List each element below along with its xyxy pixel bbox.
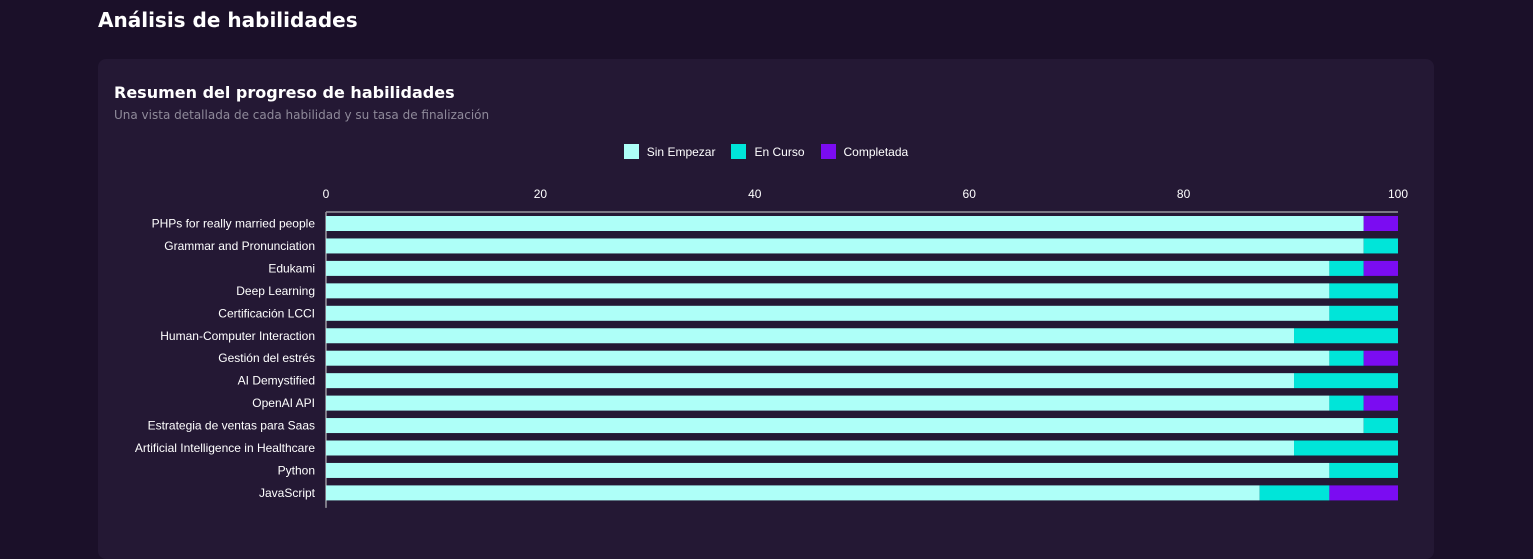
bar-segment-in-progress	[1294, 328, 1398, 344]
bar-segment-in-progress	[1329, 462, 1398, 478]
legend-item-in-progress[interactable]: En Curso	[731, 144, 805, 159]
bar-segment-completed	[1329, 485, 1398, 501]
bar-segment-in-progress	[1329, 350, 1364, 366]
legend-label-not-started: Sin Empezar	[646, 144, 716, 159]
y-category-label: JavaScript	[259, 486, 316, 500]
bar-segment-not-started	[326, 350, 1330, 366]
y-category-label: Artificial Intelligence in Healthcare	[135, 441, 315, 455]
y-category-label: Deep Learning	[236, 284, 315, 298]
x-tick-label: 0	[323, 187, 330, 201]
stacked-bar-chart: 0 20 40 60 80 100 PHPs for really married peop…	[135, 187, 1408, 508]
bar-segment-not-started	[326, 260, 1330, 276]
bar-segment-in-progress	[1363, 418, 1398, 434]
card-subtitle: Una vista detallada de cada habilidad y …	[114, 108, 490, 122]
legend-swatch-in-progress	[731, 144, 747, 159]
legend-label-in-progress: En Curso	[754, 144, 805, 159]
bar-segment-not-started	[326, 305, 1330, 321]
legend-swatch-completed	[820, 144, 836, 159]
bar-segment-in-progress	[1329, 395, 1364, 411]
bar-segment-completed	[1363, 350, 1398, 366]
bar-segment-in-progress	[1329, 260, 1364, 276]
skills-progress-card: Resumen del progreso de habilidades Una …	[98, 59, 1434, 559]
legend-item-completed[interactable]: Completada	[820, 144, 909, 159]
bar-segment-not-started	[326, 440, 1295, 456]
bar-segment-in-progress	[1259, 485, 1330, 501]
page-title: Análisis de habilidades	[98, 8, 358, 32]
x-tick-label: 60	[963, 187, 977, 201]
bar-segment-not-started	[326, 395, 1330, 411]
bar-segment-completed	[1363, 395, 1398, 411]
bar-segment-not-started	[326, 462, 1330, 478]
bar-segment-in-progress	[1363, 238, 1398, 254]
x-tick-label: 20	[534, 187, 548, 201]
y-category-label: Python	[278, 463, 315, 477]
x-tick-label: 40	[748, 187, 762, 201]
card-title: Resumen del progreso de habilidades	[114, 83, 455, 102]
y-category-label: Grammar and Pronunciation	[164, 239, 315, 253]
y-category-label: PHPs for really married people	[152, 217, 316, 231]
bar-segment-not-started	[326, 216, 1364, 231]
bar-segment-not-started	[326, 283, 1330, 299]
bar-segment-in-progress	[1294, 373, 1398, 389]
legend-item-not-started[interactable]: Sin Empezar	[623, 144, 716, 159]
legend-label-completed: Completada	[843, 144, 909, 159]
bar-segment-not-started	[326, 418, 1364, 434]
bar-segment-in-progress	[1329, 305, 1398, 321]
bar-segment-not-started	[326, 485, 1260, 501]
y-category-label: Certificación LCCI	[218, 306, 315, 320]
y-category-label: Estrategia de ventas para Saas	[148, 419, 315, 433]
bar-segment-not-started	[326, 238, 1364, 254]
x-tick-label: 100	[1388, 187, 1408, 201]
bar-segment-completed	[1363, 216, 1398, 231]
bar-segment-not-started	[326, 373, 1295, 389]
y-category-label: Edukami	[268, 261, 315, 275]
bar-segment-in-progress	[1329, 283, 1398, 299]
chart-legend: Sin Empezar En Curso Completada	[98, 144, 1434, 159]
y-category-label: Human-Computer Interaction	[160, 329, 315, 343]
legend-swatch-not-started	[623, 144, 639, 159]
y-category-label: Gestión del estrés	[218, 351, 315, 365]
y-category-label: OpenAI API	[252, 396, 315, 410]
x-tick-label: 80	[1177, 187, 1191, 201]
bar-segment-in-progress	[1294, 440, 1398, 456]
bar-segment-completed	[1363, 260, 1398, 276]
bar-segment-not-started	[326, 328, 1295, 344]
y-category-label: AI Demystified	[238, 374, 315, 388]
